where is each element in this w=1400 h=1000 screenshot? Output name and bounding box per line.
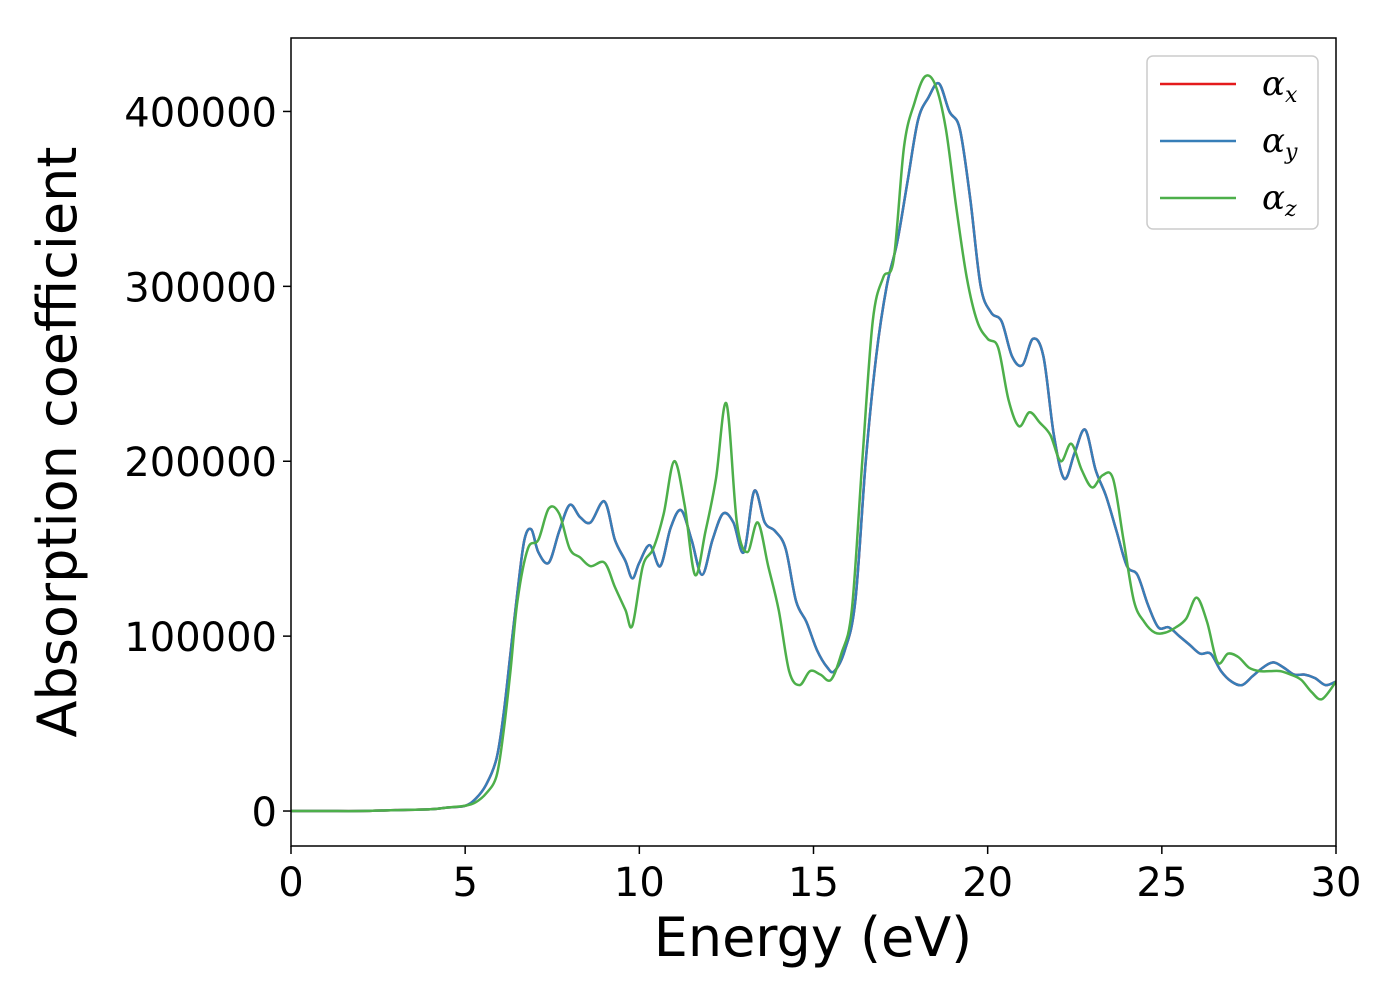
legend-label-alpha-x: αx <box>1262 64 1298 108</box>
x-tick-label: 5 <box>452 860 477 906</box>
y-tick-label: 0 <box>252 790 277 836</box>
x-axis-title: Energy (eV) <box>654 906 973 969</box>
y-tick-label: 400000 <box>124 90 277 136</box>
series-line-alpha-y <box>291 81 1336 813</box>
legend-frame <box>1146 55 1319 230</box>
x-tick-label: 30 <box>1311 860 1362 906</box>
y-axis-title: Absorption coefficient <box>26 147 89 738</box>
y-axis-ticks: 0 100000 200000 300000 400000 <box>124 90 291 836</box>
x-tick-label: 25 <box>1136 860 1187 906</box>
x-tick-label: 15 <box>788 860 839 906</box>
y-tick-label: 100000 <box>124 615 277 661</box>
series-layer <box>291 74 1336 813</box>
x-tick-label: 20 <box>962 860 1013 906</box>
y-tick-label: 200000 <box>124 440 277 486</box>
x-tick-label: 0 <box>278 860 303 906</box>
x-tick-label: 10 <box>614 860 665 906</box>
y-tick-label: 300000 <box>124 265 277 311</box>
x-axis-ticks: 0 5 10 15 20 25 30 <box>278 846 1361 906</box>
series-line-alpha-z <box>291 74 1336 813</box>
